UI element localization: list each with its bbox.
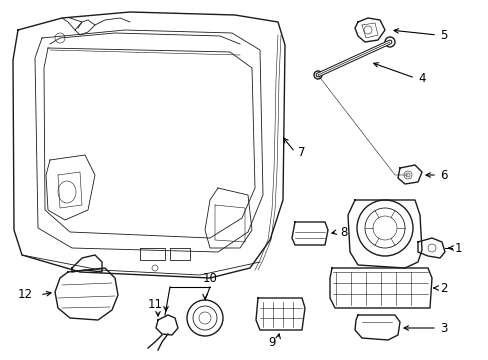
- Text: 4: 4: [417, 72, 425, 85]
- Text: 10: 10: [202, 271, 217, 284]
- Circle shape: [384, 37, 394, 47]
- Text: 5: 5: [439, 28, 447, 41]
- Text: 11: 11: [148, 298, 163, 311]
- Text: 7: 7: [297, 145, 305, 158]
- Text: 3: 3: [439, 321, 447, 334]
- Circle shape: [313, 71, 321, 79]
- Text: 6: 6: [439, 168, 447, 181]
- Text: 1: 1: [454, 242, 462, 255]
- Text: 2: 2: [439, 282, 447, 294]
- Text: 8: 8: [339, 225, 346, 239]
- Text: 9: 9: [268, 336, 275, 348]
- Text: 12: 12: [18, 288, 33, 302]
